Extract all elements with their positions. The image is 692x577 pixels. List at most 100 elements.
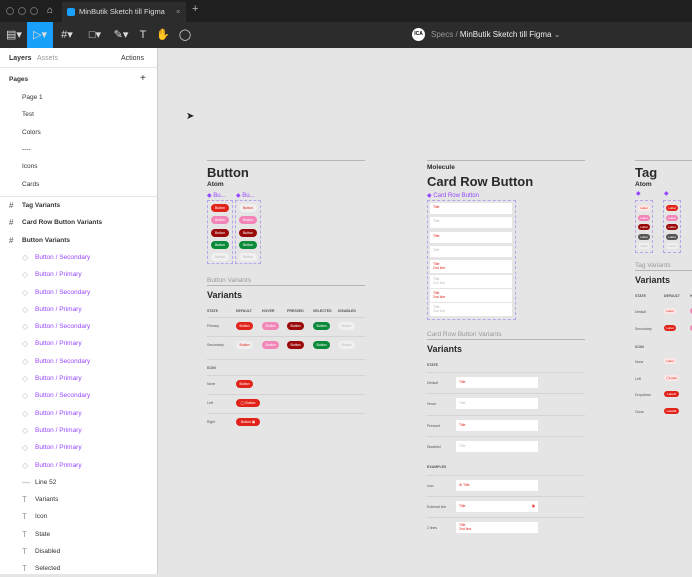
card-row-variant[interactable]: Title 2nd line <box>430 303 512 317</box>
button-variant[interactable]: Button ▣ <box>236 418 260 426</box>
button-variant[interactable]: Button <box>313 322 330 330</box>
button-variant[interactable]: Button <box>287 341 304 349</box>
canvas[interactable]: ➤ Button Atom ◆ Bu... ◆ Bu... Button Button Bu… <box>158 48 692 574</box>
layer-item[interactable]: ◇ Button / Primary <box>0 370 157 387</box>
tag-component-set[interactable] <box>635 200 653 253</box>
tag-component-set[interactable] <box>663 200 681 253</box>
main-menu-button[interactable]: ▤▾ <box>6 29 22 41</box>
card-row-variant[interactable]: Title 2nd line <box>430 288 512 302</box>
card-component-set[interactable] <box>427 200 516 320</box>
move-tool-button[interactable]: ▷▾ <box>27 22 53 48</box>
tag-variant[interactable]: Label <box>638 214 650 221</box>
page-item[interactable]: Page 1 <box>0 89 157 106</box>
component-set-label[interactable]: ◆ Bu... <box>207 193 226 199</box>
button-variant[interactable]: ◯ Button <box>236 399 260 407</box>
button-variant[interactable]: Button <box>338 341 355 349</box>
layer-item[interactable]: T Variants <box>0 491 157 508</box>
layer-item[interactable]: ◇ Button / Primary <box>0 439 157 456</box>
card-row-button[interactable]: Title <box>456 398 538 410</box>
tag-variant[interactable]: Label <box>664 325 676 331</box>
tag-variant[interactable]: Label⊗ <box>664 407 679 414</box>
page-item[interactable]: Cards <box>0 176 157 193</box>
card-row-variant[interactable]: Title 2nd line <box>430 260 512 274</box>
button-variant[interactable]: Button <box>239 204 257 212</box>
button-variant[interactable]: Button <box>211 240 229 249</box>
tag-variant-hover[interactable] <box>690 325 692 331</box>
button-variant[interactable]: Button <box>211 228 229 237</box>
card-row-button[interactable]: Title <box>456 419 538 431</box>
button-variant[interactable]: Button <box>239 228 257 237</box>
layer-item[interactable]: # Card Row Button Variants <box>0 214 157 231</box>
team-avatar[interactable]: ICA <box>412 28 425 42</box>
layer-item[interactable]: ◇ Button / Secondary <box>0 387 157 404</box>
tab-assets[interactable]: Assets <box>37 55 59 62</box>
button-variant[interactable]: Button <box>239 216 257 225</box>
button-variant[interactable]: Button <box>236 380 253 388</box>
button-variant[interactable]: Button <box>211 216 229 225</box>
page-item[interactable]: Test <box>0 106 157 123</box>
close-tab-icon[interactable]: × <box>176 7 181 16</box>
layer-item[interactable]: # Button Variants <box>0 232 157 249</box>
button-variant[interactable]: Button <box>236 322 253 330</box>
button-variant[interactable]: Button <box>211 204 229 212</box>
button-component-set[interactable] <box>235 200 261 264</box>
layer-item[interactable]: ◇ Button / Primary <box>0 301 157 318</box>
shape-tool-button[interactable]: □▾ <box>88 29 102 41</box>
breadcrumb-team[interactable]: Specs <box>431 30 454 39</box>
button-variant[interactable]: Button <box>239 253 257 262</box>
tag-variant[interactable]: Label <box>664 358 676 364</box>
component-set-label[interactable]: ◆ Bu... <box>236 193 255 199</box>
layer-item[interactable]: T Selected <box>0 560 157 577</box>
layer-item[interactable]: ◇ Button / Secondary <box>0 318 157 335</box>
button-variant[interactable]: Button <box>236 341 253 349</box>
hand-tool-button[interactable]: ✋ <box>156 29 170 41</box>
layer-item[interactable]: T Disabled <box>0 543 157 560</box>
tag-variant[interactable]: Label <box>666 243 678 250</box>
card-row-variant[interactable]: Title <box>430 203 512 214</box>
breadcrumb-file[interactable]: MinButik Sketch till Figma <box>459 30 552 39</box>
card-row-variant[interactable]: Title 2nd line <box>430 274 512 288</box>
layer-item[interactable]: ◇ Button / Secondary <box>0 353 157 370</box>
tag-variant[interactable]: Label <box>638 224 650 231</box>
tag-variant[interactable]: Label <box>666 224 678 231</box>
card-row-button[interactable]: Title <box>456 440 538 452</box>
tab-layers[interactable]: Layers <box>9 55 32 62</box>
tag-variant[interactable]: Label <box>666 214 678 221</box>
page-item[interactable]: Icons <box>0 158 157 175</box>
button-variant[interactable]: Button <box>262 341 279 349</box>
button-variant[interactable]: Button <box>338 322 355 330</box>
layer-item[interactable]: # Tag Variants <box>0 197 157 214</box>
tag-variant[interactable]: Label <box>664 308 676 314</box>
text-tool-button[interactable]: T <box>139 29 147 41</box>
tag-variant[interactable]: Label <box>638 233 650 240</box>
layer-item[interactable]: ◇ Button / Primary <box>0 422 157 439</box>
button-variant[interactable]: Button <box>313 341 330 349</box>
tag-variant[interactable]: Label <box>638 205 650 211</box>
layer-item[interactable]: ◇ Button / Secondary <box>0 249 157 266</box>
layer-item[interactable]: ◇ Button / Primary <box>0 457 157 474</box>
pen-tool-button[interactable]: ✎▾ <box>113 29 129 41</box>
card-row-button[interactable]: ⚙ Title <box>456 480 538 491</box>
page-item[interactable]: Colors <box>0 124 157 141</box>
layer-item[interactable]: ◇ Button / Primary <box>0 335 157 352</box>
close-window-button[interactable] <box>6 7 14 15</box>
component-set-label[interactable]: ◆ Card Row Button <box>427 193 479 199</box>
button-variant[interactable]: Button <box>262 322 279 330</box>
card-row-variant[interactable]: Title <box>430 245 512 257</box>
card-row-variant[interactable]: Title <box>430 231 512 243</box>
tag-variant-hover[interactable] <box>690 308 692 314</box>
layer-item[interactable]: T State <box>0 526 157 543</box>
layer-item[interactable]: — Line 52 <box>0 474 157 491</box>
add-page-button[interactable]: + <box>140 73 146 84</box>
card-row-button[interactable]: Title <box>456 377 538 388</box>
home-icon[interactable]: ⌂ <box>47 5 54 16</box>
layer-item[interactable]: ◇ Button / Primary <box>0 266 157 283</box>
card-row-variant[interactable]: Title <box>430 217 512 229</box>
tag-variant[interactable]: Label <box>666 205 678 211</box>
new-tab-button[interactable]: + <box>192 3 199 15</box>
button-component-set[interactable] <box>207 200 233 264</box>
button-variant[interactable]: Button <box>211 253 229 262</box>
frame-tool-button[interactable]: #▾ <box>61 29 73 41</box>
button-variant[interactable]: Button <box>287 322 304 330</box>
tag-variant[interactable]: Label <box>666 233 678 240</box>
